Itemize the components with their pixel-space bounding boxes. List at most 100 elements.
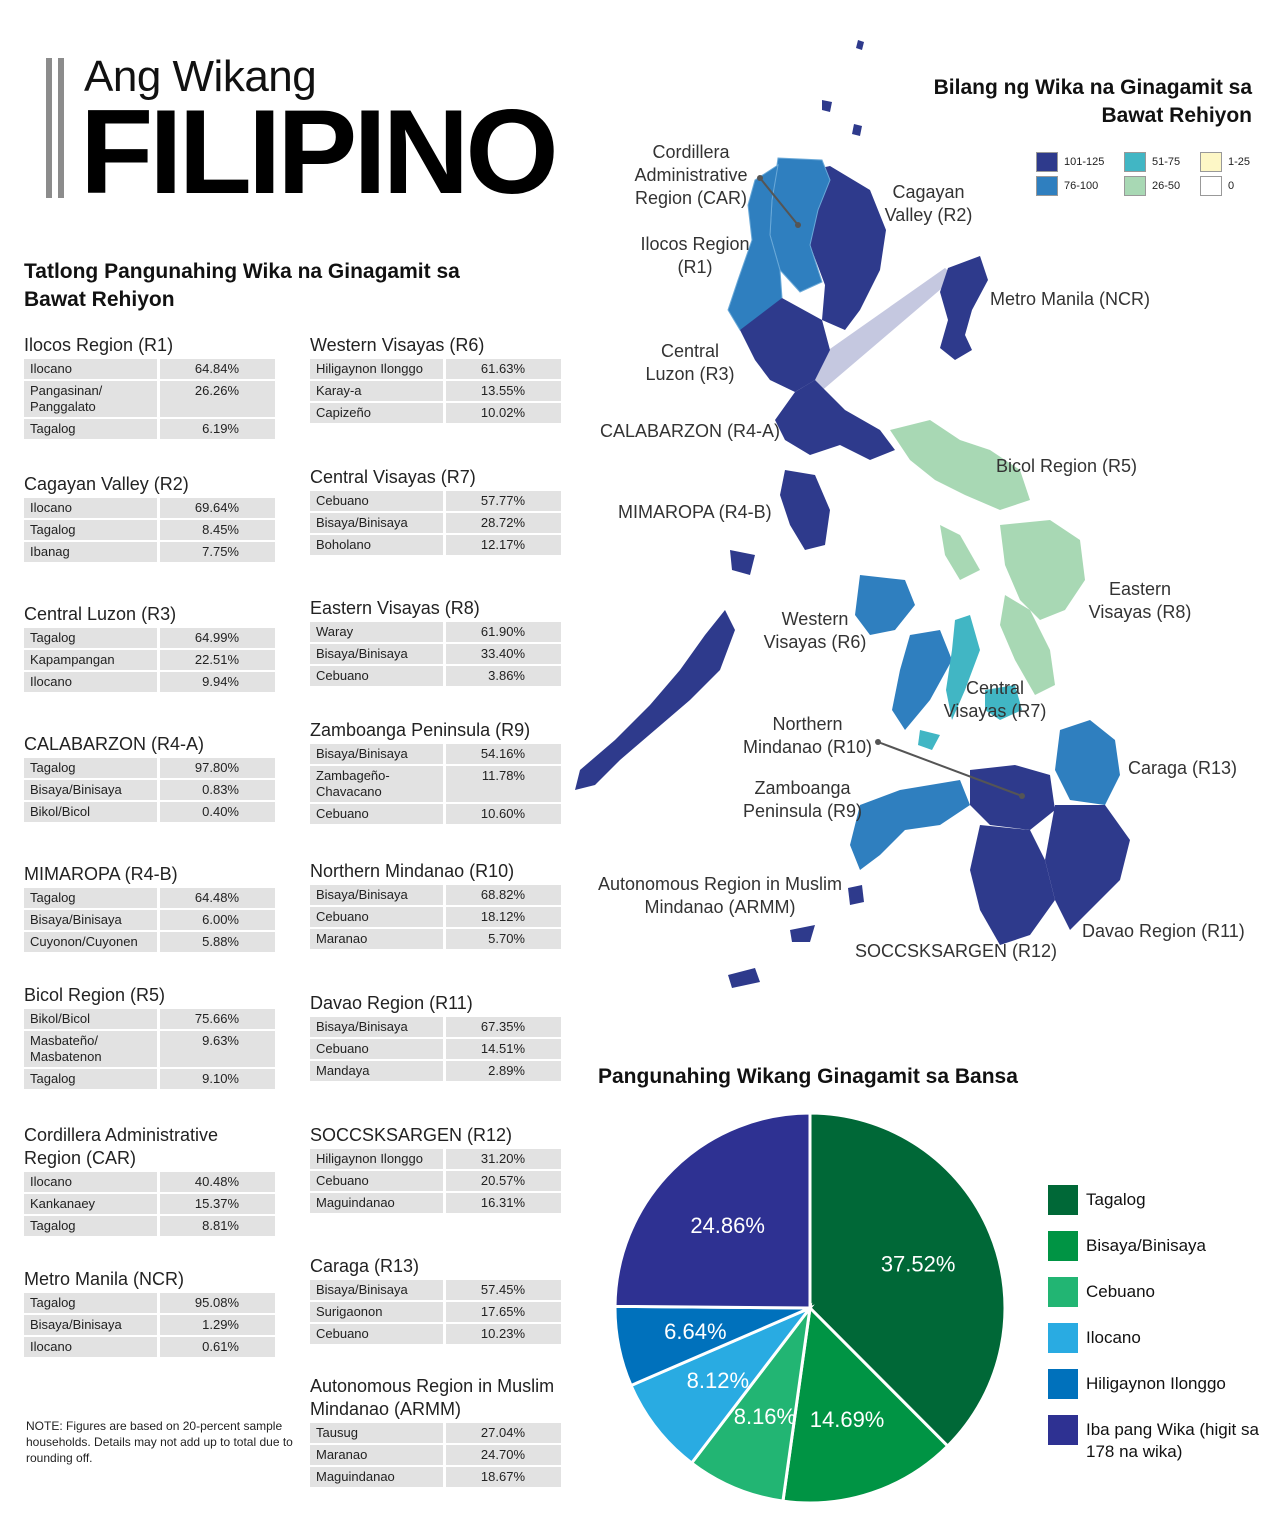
note: NOTE: Figures are based on 20-percent sa… (26, 1419, 293, 1465)
region-table: Northern Mindanao (R10) Bisaya/Binisaya 68… (310, 860, 562, 951)
table-row: Tagalog 64.99% (24, 628, 276, 648)
region-name: Autonomous Region in Muslim Mindanao (AR… (310, 1376, 555, 1419)
table-row: Pangasinan/ Panggalato 26.26% (24, 381, 276, 417)
legend-swatch (1048, 1415, 1078, 1445)
table-row: Bikol/Bicol 0.40% (24, 802, 276, 822)
language-percent: 6.19% (160, 419, 275, 439)
left-heading: Tatlong Pangunahing Wika na Ginagamit sa… (24, 260, 460, 311)
map-legend-title: Bilang ng Wika na Ginagamit sa Bawat Reh… (933, 76, 1252, 127)
table-row: Ibanag 7.75% (24, 542, 276, 562)
table-row: Karay-a 13.55% (310, 381, 562, 401)
language-percent: 10.60% (446, 804, 561, 824)
table-row: Bisaya/Binisaya 28.72% (310, 513, 562, 533)
region-name: Cordillera Administrative Region (CAR) (24, 1125, 219, 1168)
language-percent: 15.37% (160, 1194, 275, 1214)
region-r3 (740, 298, 830, 392)
region-table: Central Luzon (R3) Tagalog 64.99% Kapampang… (24, 603, 276, 694)
region-table: Central Visayas (R7) Cebuano 57.77% Bisaya/… (310, 466, 562, 557)
region-name: Ilocos Region (R1) (24, 335, 174, 355)
legend-swatch (1124, 176, 1146, 196)
language-name: Ilocano (24, 498, 157, 518)
table-row: Tagalog 6.19% (24, 419, 276, 439)
legend-swatch (1048, 1277, 1078, 1307)
table-row: Bikol/Bicol 75.66% (24, 1009, 276, 1029)
language-percent: 69.64% (160, 498, 275, 518)
language-name: Cebuano (310, 1039, 443, 1059)
language-name: Hiligaynon Ilonggo (310, 1149, 443, 1169)
language-name: Tagalog (24, 1216, 157, 1236)
language-percent: 24.70% (446, 1445, 561, 1465)
region-table: Davao Region (R11) Bisaya/Binisaya 67.35% C… (310, 992, 562, 1083)
region-r6-panay (855, 575, 915, 635)
pie-legend-item: Ilocano (1048, 1323, 1141, 1353)
region-name: MIMAROPA (R4-B) (24, 864, 178, 884)
language-name: Tagalog (24, 1069, 157, 1089)
language-name: Cebuano (310, 1324, 443, 1344)
region-table: Western Visayas (R6) Hiligaynon Ilonggo 61… (310, 334, 562, 425)
region-ncr (940, 256, 988, 360)
region-r12 (970, 825, 1055, 945)
region-name: Davao Region (R11) (310, 993, 473, 1013)
region-name: Eastern Visayas (R8) (310, 598, 480, 618)
region-table: Cordillera Administrative Region (CAR) Il… (24, 1124, 276, 1238)
legend-swatch (1036, 152, 1058, 172)
legend-label: Ilocano (1086, 1328, 1141, 1347)
language-percent: 61.90% (446, 622, 561, 642)
legend-swatch (1048, 1231, 1078, 1261)
table-row: Kankanaey 15.37% (24, 1194, 276, 1214)
language-percent: 31.20% (446, 1149, 561, 1169)
map-label-r5: Bicol Region (R5) (996, 456, 1138, 476)
language-name: Maranao (310, 1445, 443, 1465)
region-armm-island (848, 885, 864, 905)
language-name: Boholano (310, 535, 443, 555)
language-percent: 64.84% (160, 359, 275, 379)
region-name: CALABARZON (R4-A) (24, 734, 205, 754)
language-percent: 7.75% (160, 542, 275, 562)
legend-label: Tagalog (1086, 1190, 1146, 1209)
region-table: Autonomous Region in Muslim Mindanao (AR… (310, 1375, 562, 1489)
language-percent: 9.94% (160, 672, 275, 692)
language-percent: 67.35% (446, 1017, 561, 1037)
language-name: Ilocano (24, 1337, 157, 1357)
region-name: Metro Manila (NCR) (24, 1269, 185, 1289)
language-percent: 61.63% (446, 359, 561, 379)
pie-legend-item: Iba pang Wika (higit sa 178 na wika) (1048, 1415, 1278, 1463)
legend-label: Cebuano (1086, 1282, 1156, 1301)
legend-label: 0 (1228, 180, 1235, 192)
table-row: Maguindanao 18.67% (310, 1467, 562, 1487)
region-armm-island (790, 925, 815, 942)
language-percent: 0.83% (160, 780, 275, 800)
language-percent: 64.99% (160, 628, 275, 648)
region-table: Bicol Region (R5) Bikol/Bicol 75.66% Masbat… (24, 984, 276, 1091)
language-name: Pangasinan/ Panggalato (24, 381, 157, 417)
map-label-r11: Davao Region (R11) (1082, 921, 1245, 941)
language-name: Tagalog (24, 419, 157, 439)
table-row: Ilocano 69.64% (24, 498, 276, 518)
region-table: Eastern Visayas (R8) Waray 61.90% Bisaya/Bi… (310, 597, 562, 688)
language-percent: 9.10% (160, 1069, 275, 1089)
language-name: Cebuano (310, 804, 443, 824)
language-percent: 97.80% (160, 758, 275, 778)
pie-legend-item: Cebuano (1048, 1277, 1155, 1307)
language-percent: 10.23% (446, 1324, 561, 1344)
region-table: Ilocos Region (R1) Ilocano 64.84% Pangasina… (24, 334, 276, 441)
language-percent: 0.40% (160, 802, 275, 822)
map-legend-item: 26-50 (1124, 176, 1180, 196)
leader-dot-car (795, 222, 801, 228)
region-name: SOCCSKSARGEN (R12) (310, 1125, 513, 1145)
region-table: Zamboanga Peninsula (R9) Bisaya/Binisaya 5… (310, 719, 562, 826)
language-percent: 3.86% (446, 666, 561, 686)
island (856, 40, 864, 50)
map-label-r12: SOCCSKSARGEN (R12) (855, 941, 1058, 961)
language-percent: 8.81% (160, 1216, 275, 1236)
language-name: Karay-a (310, 381, 443, 401)
map-label-r10: Northern Mindanao (R10) (742, 714, 873, 757)
table-row: Bisaya/Binisaya 67.35% (310, 1017, 562, 1037)
map-label-r3: Central Luzon (R3) (645, 341, 735, 384)
language-name: Bikol/Bicol (24, 802, 157, 822)
region-r8-leyte (1000, 595, 1055, 695)
language-name: Bisaya/Binisaya (310, 744, 443, 764)
region-name: Northern Mindanao (R10) (310, 861, 515, 881)
legend-label: Bisaya/Binisaya (1086, 1236, 1207, 1255)
map-label-r2: Cagayan Valley (R2) (884, 182, 973, 225)
